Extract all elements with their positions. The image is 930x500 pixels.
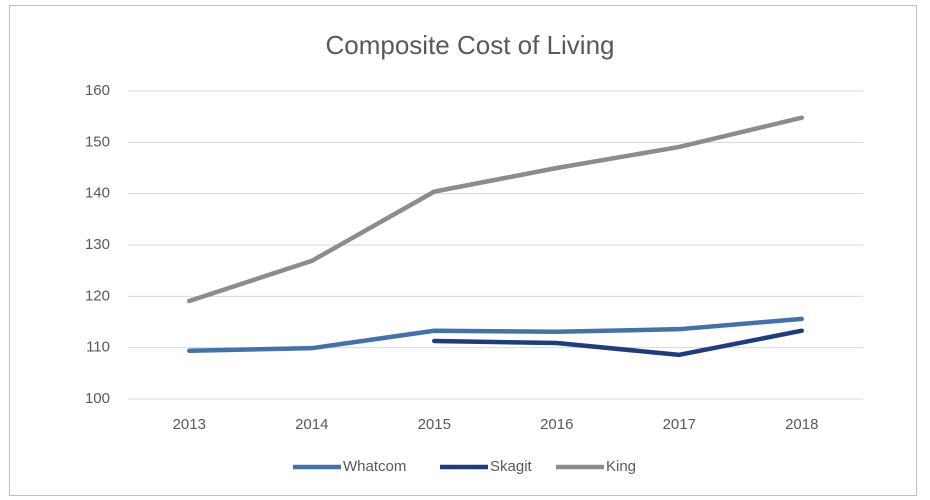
y-tick-label: 120 — [85, 287, 110, 304]
chart-title: Composite Cost of Living — [325, 30, 614, 60]
y-tick-label: 150 — [85, 133, 110, 150]
y-tick-label: 160 — [85, 82, 110, 99]
y-tick-label: 140 — [85, 185, 110, 202]
x-tick-label: 2015 — [418, 416, 451, 433]
x-tick-label: 2017 — [663, 416, 696, 433]
x-tick-label: 2016 — [540, 416, 573, 433]
legend-label: Skagit — [490, 458, 533, 475]
legend-label: Whatcom — [343, 458, 406, 475]
series-line — [187, 115, 804, 304]
y-tick-label: 110 — [86, 339, 110, 356]
series-line — [432, 328, 804, 358]
x-tick-label: 2014 — [295, 416, 328, 433]
y-tick-label: 130 — [85, 236, 110, 253]
legend-label: King — [606, 458, 636, 475]
x-tick-label: 2013 — [173, 416, 206, 433]
x-tick-label: 2018 — [785, 416, 818, 433]
series-line — [187, 316, 804, 353]
y-tick-label: 100 — [85, 390, 110, 407]
chart-frame — [9, 5, 917, 496]
